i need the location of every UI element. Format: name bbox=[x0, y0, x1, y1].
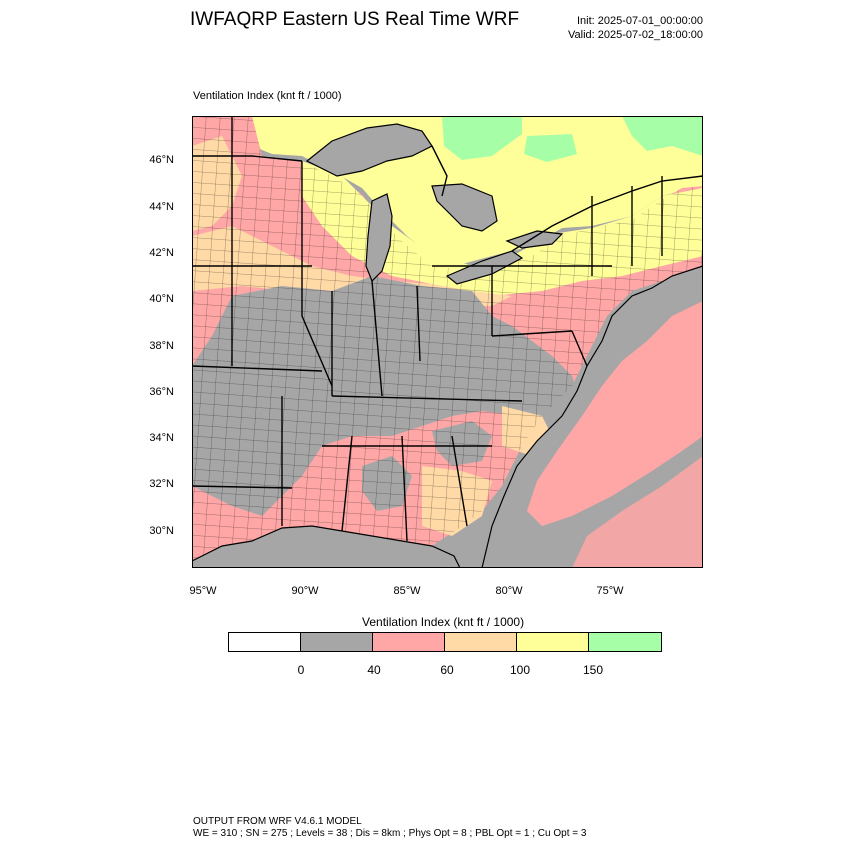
lat-label-32n: 32°N bbox=[149, 478, 174, 490]
lon-label-90w: 90°W bbox=[291, 585, 319, 597]
map bbox=[192, 116, 703, 568]
legend-tick-0: 0 bbox=[297, 663, 305, 677]
valid-time: Valid: 2025-07-02_18:00:00 bbox=[568, 29, 703, 41]
model-config: WE = 310 ; SN = 275 ; Levels = 38 ; Dis … bbox=[193, 828, 587, 839]
legend-tick-150: 150 bbox=[582, 663, 604, 677]
lat-label-38n: 38°N bbox=[149, 340, 174, 352]
legend-tick-60: 60 bbox=[440, 663, 454, 677]
page-title: IWFAQRP Eastern US Real Time WRF bbox=[190, 9, 520, 30]
lon-label-85w: 85°W bbox=[393, 585, 421, 597]
lat-label-40n: 40°N bbox=[149, 293, 174, 305]
legend-tick-100: 100 bbox=[509, 663, 531, 677]
lat-label-30n: 30°N bbox=[149, 525, 174, 537]
lon-label-75w: 75°W bbox=[596, 585, 624, 597]
ocean-pink-area bbox=[527, 301, 703, 526]
run-times: Init: 2025-07-01_00:00:00 Valid: 2025-07… bbox=[568, 14, 703, 42]
color-legend bbox=[228, 632, 662, 652]
lake-huron bbox=[431, 183, 498, 232]
green-area-ontario bbox=[524, 134, 577, 162]
ocean-pink-area-2 bbox=[572, 456, 703, 568]
lat-label-42n: 42°N bbox=[149, 247, 174, 259]
init-time: Init: 2025-07-01_00:00:00 bbox=[577, 15, 703, 27]
lat-label-44n: 44°N bbox=[149, 201, 174, 213]
green-area-north bbox=[442, 116, 522, 160]
county-lines bbox=[192, 116, 703, 561]
lon-label-80w: 80°W bbox=[495, 585, 523, 597]
lat-label-46n: 46°N bbox=[149, 154, 174, 166]
lat-label-36n: 36°N bbox=[149, 386, 174, 398]
lake-erie bbox=[445, 250, 524, 285]
legend-title: Ventilation Index (knt ft / 1000) bbox=[362, 615, 525, 629]
state-borders bbox=[192, 116, 663, 542]
lake-michigan bbox=[365, 193, 393, 283]
model-info: OUTPUT FROM WRF V4.6.1 MODEL WE = 310 ; … bbox=[193, 816, 586, 840]
legend-swatch-green bbox=[589, 633, 661, 651]
legend-tick-40: 40 bbox=[367, 663, 381, 677]
legend-swatch-tan bbox=[445, 633, 517, 651]
green-area-ne bbox=[622, 116, 703, 156]
lon-label-95w: 95°W bbox=[189, 585, 217, 597]
model-version: OUTPUT FROM WRF V4.6.1 MODEL bbox=[193, 816, 362, 827]
border-line bbox=[192, 145, 703, 252]
lat-label-34n: 34°N bbox=[149, 432, 174, 444]
legend-swatch-yellow bbox=[517, 633, 589, 651]
plot-label: Ventilation Index (knt ft / 1000) bbox=[193, 90, 342, 102]
gulf-of-mexico bbox=[192, 525, 461, 568]
legend-swatch-white bbox=[229, 633, 301, 651]
legend-swatch-pink bbox=[373, 633, 445, 651]
map-border bbox=[192, 116, 703, 568]
legend-swatch-gray bbox=[301, 633, 373, 651]
